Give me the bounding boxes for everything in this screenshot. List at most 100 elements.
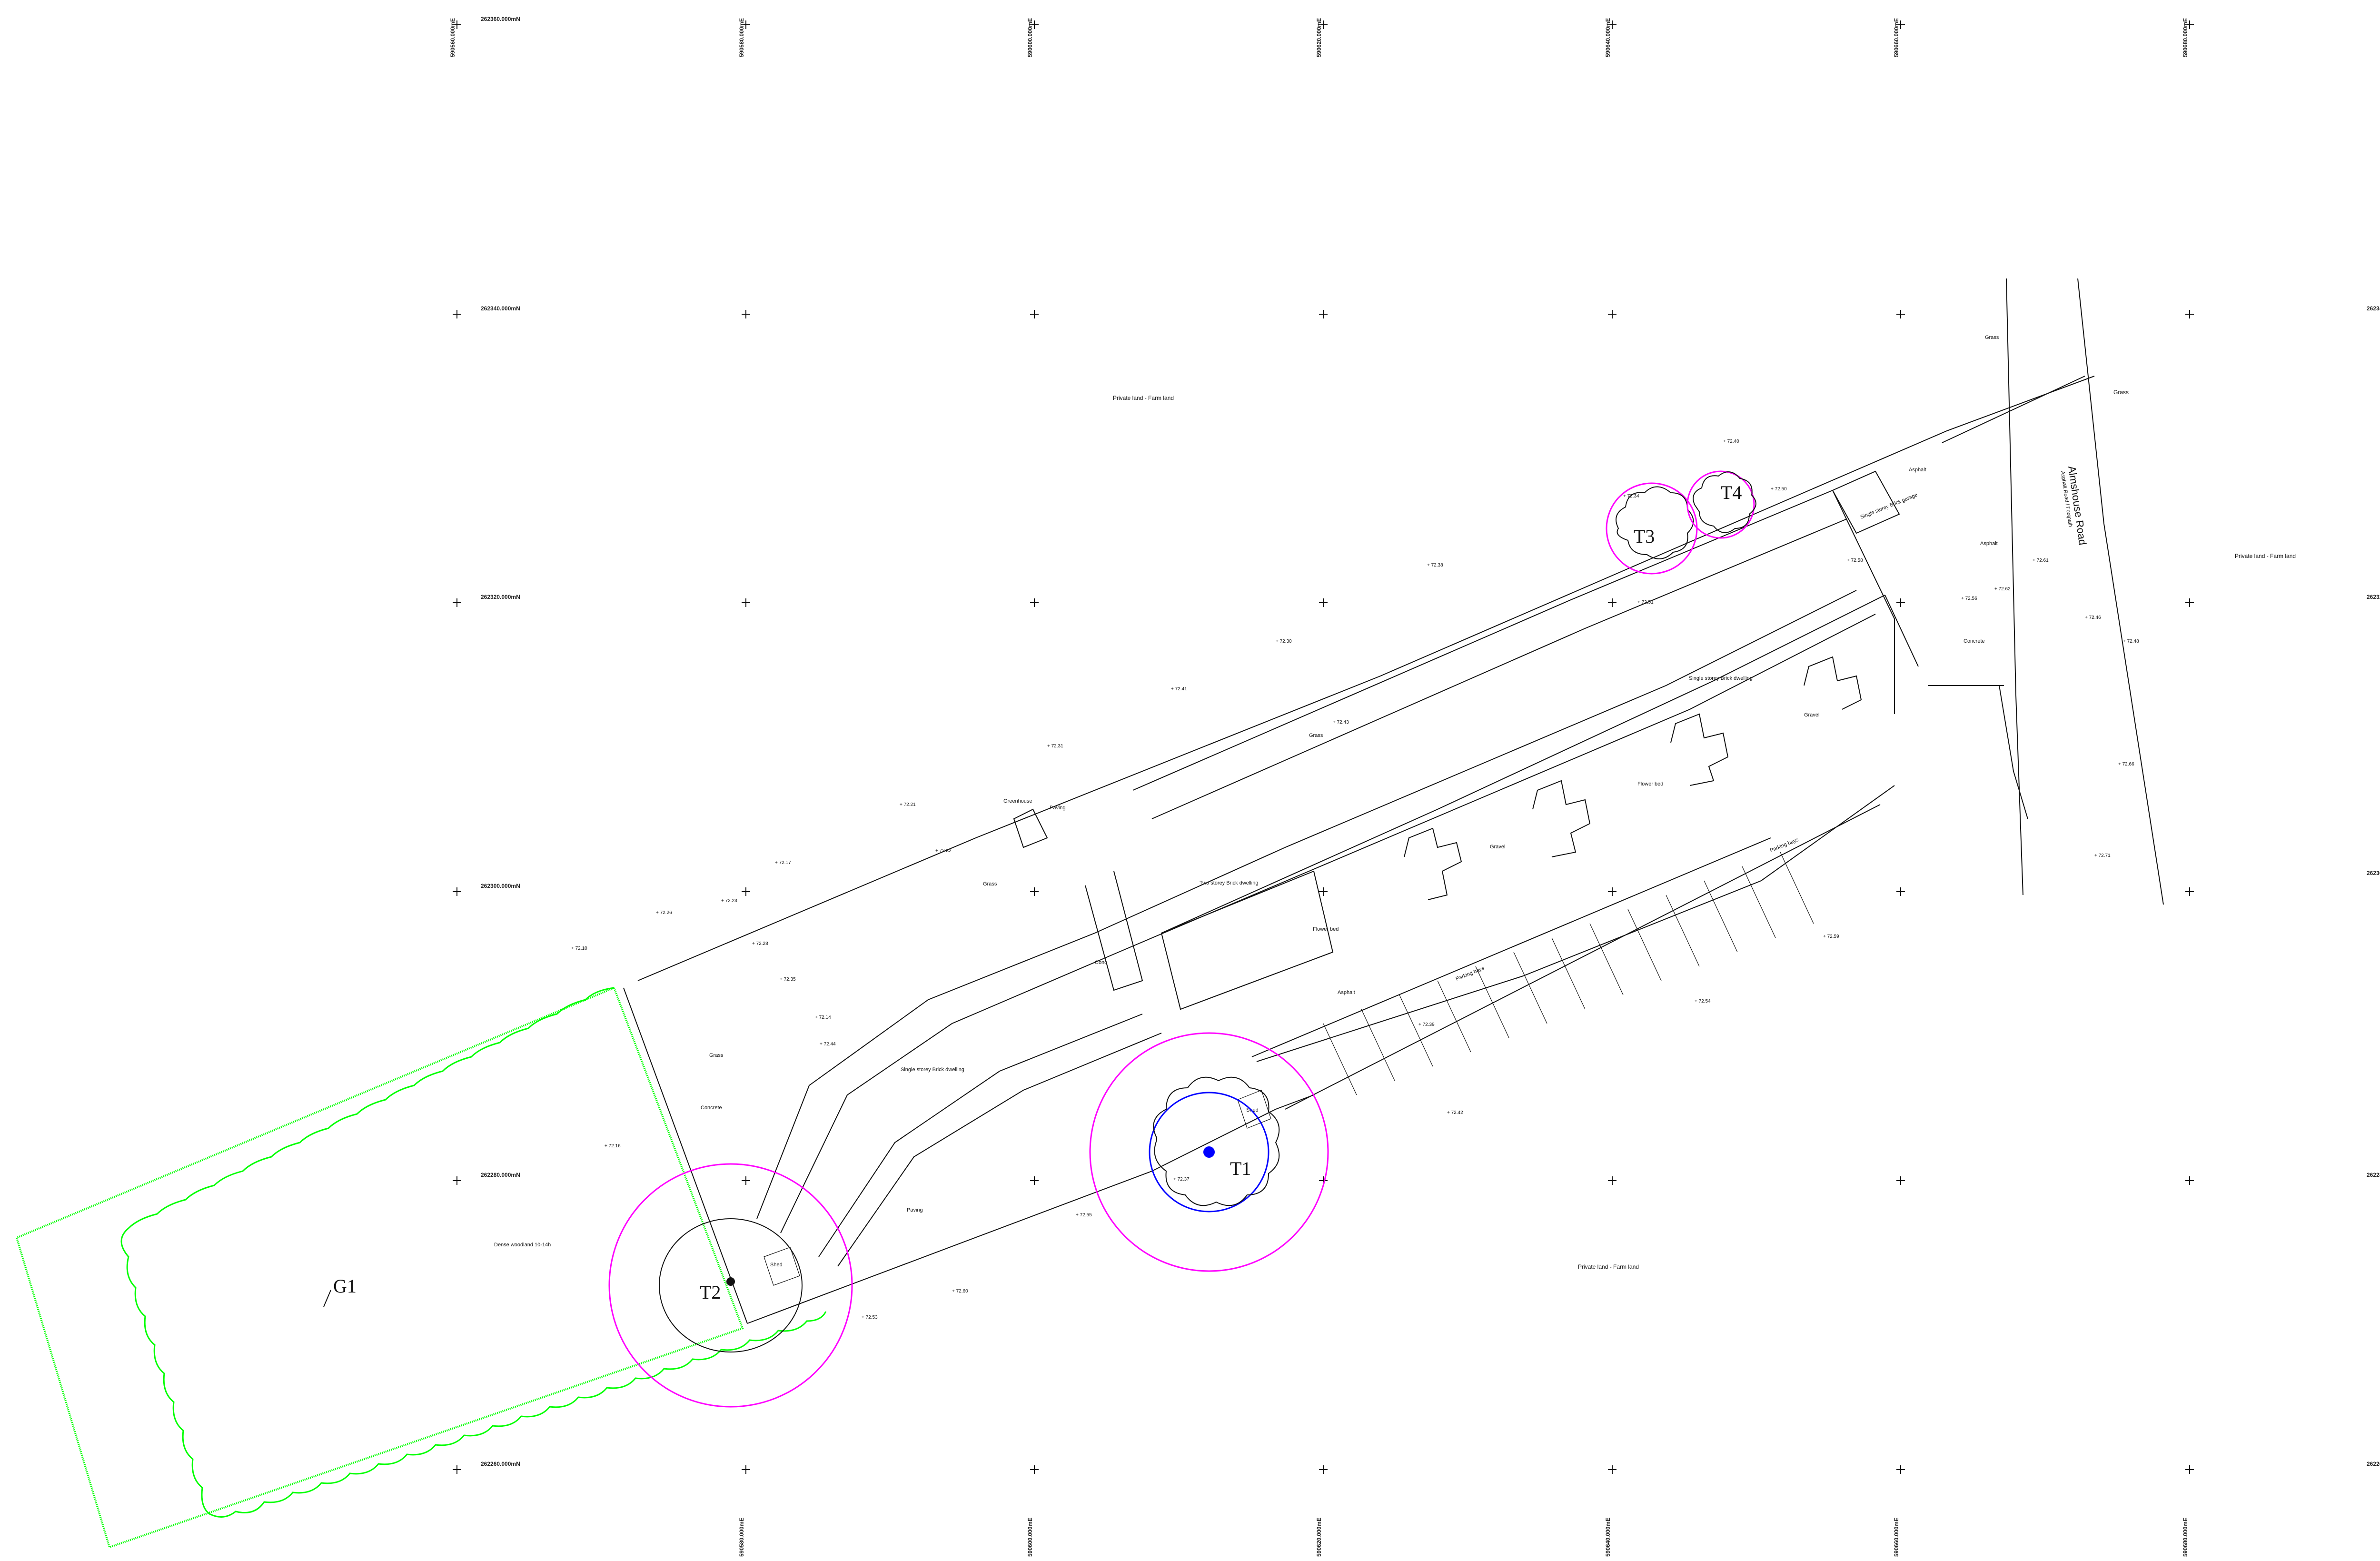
grid-cross [1030,598,1039,607]
spot-level: + 72.28 [752,941,768,946]
easting-label: 590560.000mE [449,18,456,57]
surface-label: Grass [1985,335,1999,340]
grid-cross [453,1176,461,1185]
grid-cross [1896,1176,1905,1185]
g1-leader [323,1290,331,1307]
spot-level: + 72.41 [1171,686,1187,692]
grid-cross [1608,310,1616,318]
spot-level: + 72.62 [1994,587,2011,592]
spot-level: + 72.53 [862,1315,878,1320]
spot-level: + 72.39 [1418,1022,1435,1027]
grid-cross [453,598,461,607]
grid-cross [1608,20,1616,29]
building-two-storey [1085,870,1334,1010]
tree-t2-rpa [608,1163,853,1408]
area-label: Private land - Farm land [2235,553,2296,559]
tree-t2-crown [659,1218,803,1352]
surface-label: Conc [1095,960,1107,965]
spot-level: + 72.34 [1623,494,1639,499]
spot-level: + 72.26 [656,910,672,915]
easting-labels-bottom: 590580.000mE 590600.000mE 590620.000mE 5… [738,1518,2189,1557]
building-label: Greenhouse [1003,798,1032,804]
easting-labels-top: 590560.000mE 590580.000mE 590600.000mE 5… [449,18,2189,57]
grid-cross [453,20,461,29]
easting-label: 590580.000mE [738,18,745,57]
grid-cross [453,1465,461,1474]
grid-cross [453,310,461,318]
grid-cross [742,20,750,29]
woodland-scallops [120,987,827,1518]
surface-labels: Grass Grass Grass Grass Concrete Concret… [701,335,1999,1213]
tree-label-t2: T2 [700,1282,721,1303]
grid-cross [742,1176,750,1185]
surface-label: Paving [1050,805,1066,811]
tree-t1-crown [1153,1076,1280,1206]
grid-cross [2185,887,2194,896]
spot-level: + 72.71 [2094,853,2111,858]
northing-label: 26226( [2367,1461,2380,1467]
grid-cross [1030,1176,1039,1185]
surface-label: Flower bed [1637,781,1663,787]
northing-label: 262360.000mN [481,16,520,22]
spot-level: + 72.40 [1723,439,1739,444]
surface-label: Grass [709,1053,724,1058]
spot-level: + 72.54 [1695,999,1711,1004]
tree-label-g1: G1 [333,1275,357,1297]
grid-cross [2185,1176,2194,1185]
easting-label: 590640.000mE [1605,1518,1611,1557]
tree-t1-rpa [1089,1032,1329,1272]
northing-label: 262320.000mN [481,594,520,600]
surface-label: Grass [983,881,997,887]
spot-level: + 72.35 [780,977,796,982]
woodland-boundary [15,986,744,1549]
spot-level: + 72.61 [2033,558,2049,563]
building-outlines [1404,470,1900,900]
grid-cross [1608,887,1616,896]
surface-label: Grass [1309,733,1323,738]
spot-level: + 72.42 [1447,1110,1463,1115]
tree-t1-canopy [1149,1092,1269,1213]
area-label: Private land - Farm land [1113,395,1174,401]
grid-cross [453,887,461,896]
spot-level: + 72.44 [820,1042,836,1047]
spot-level: + 72.21 [900,802,916,807]
grid-cross [1030,20,1039,29]
easting-label: 590580.000mE [738,1518,745,1557]
surface-label: Parking bays [1769,837,1800,854]
spot-level: + 72.32 [935,848,952,854]
surface-label: Parking bays [1455,965,1486,982]
easting-label: 590620.000mE [1316,1518,1322,1557]
parking-bays [1323,852,1814,1095]
surface-label: Paving [907,1207,923,1213]
grid-cross [1896,1465,1905,1474]
surface-label: Concrete [1964,638,1985,644]
spot-level: + 72.50 [1771,487,1787,492]
grid-cross [1319,310,1328,318]
tree-label-t4: T4 [1721,482,1742,503]
northing-label: 26234( [2367,305,2380,312]
surface-label: Flower bed [1313,926,1339,932]
spot-level: + 72.31 [1047,744,1063,749]
area-label: Grass [2113,389,2129,396]
area-label: Private land - Farm land [1578,1263,1639,1270]
grid-cross [2185,1465,2194,1474]
easting-label: 590620.000mE [1316,18,1322,57]
easting-label: 590660.000mE [1893,18,1900,57]
grid-cross [742,598,750,607]
northing-labels: 262360.000mN 262340.000mN 262320.000mN 2… [481,16,520,1467]
surface-label: Concrete [701,1105,722,1111]
northing-label: 26228( [2367,1172,2380,1178]
shed-outline [764,1247,800,1286]
northing-label: 262280.000mN [481,1172,520,1178]
greenhouse-outline [1013,808,1048,848]
grid-cross [1030,310,1039,318]
grid-cross [1030,887,1039,896]
easting-label: 590640.000mE [1605,18,1611,57]
grid-cross [1319,598,1328,607]
grid-cross [1896,598,1905,607]
surface-label: Asphalt [1338,990,1355,995]
surface-label: Asphalt [1980,541,1998,547]
spot-level: + 72.14 [815,1015,831,1020]
spot-level: + 72.51 [1637,600,1654,605]
